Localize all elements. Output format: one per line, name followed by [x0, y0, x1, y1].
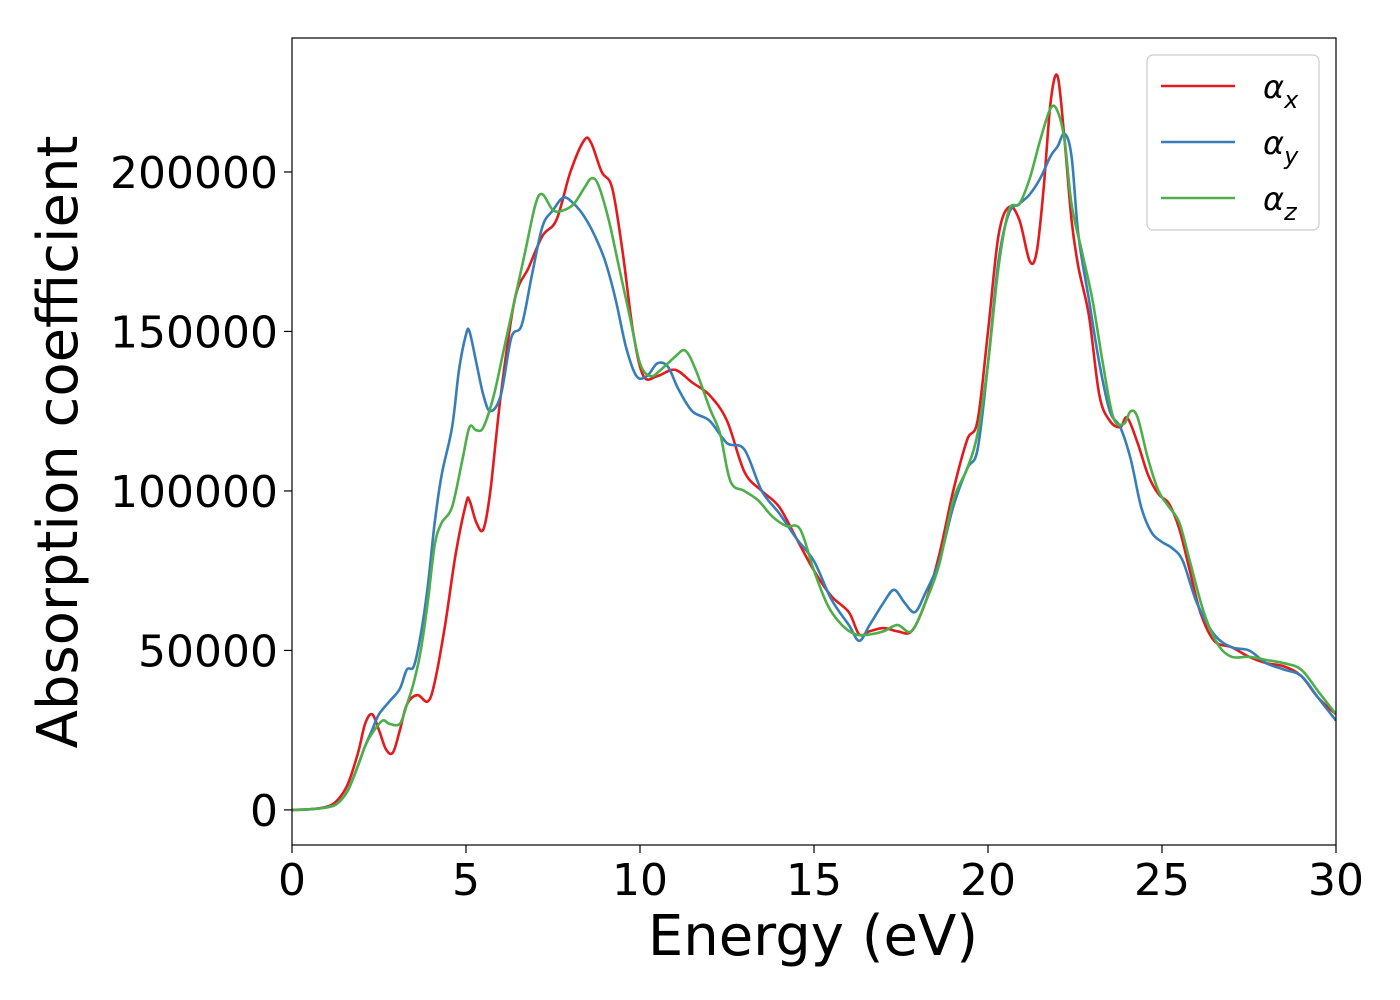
x-tick-label: 5 [452, 855, 480, 906]
y-tick-label: 150000 [110, 307, 278, 358]
x-tick-label: 10 [612, 855, 668, 906]
x-tick-label: 15 [786, 855, 842, 906]
y-tick-label: 200000 [110, 148, 278, 199]
x-tick-label: 20 [960, 855, 1016, 906]
series-line-z [292, 104, 1336, 812]
x-tick-label: 30 [1308, 855, 1364, 906]
y-tick-label: 100000 [110, 467, 278, 518]
x-tick-label: 25 [1134, 855, 1190, 906]
y-tick-label: 0 [250, 786, 278, 837]
y-tick-label: 50000 [138, 626, 278, 677]
x-axis-title: Energy (eV) [648, 904, 978, 969]
series-lines [292, 73, 1336, 812]
x-axis-ticks: 0 5 10 15 20 25 30 [278, 845, 1364, 906]
y-axis-ticks: 0 50000 100000 150000 200000 [110, 148, 292, 837]
y-axis-title: Absorption coefficient [26, 136, 91, 749]
x-tick-label: 0 [278, 855, 306, 906]
